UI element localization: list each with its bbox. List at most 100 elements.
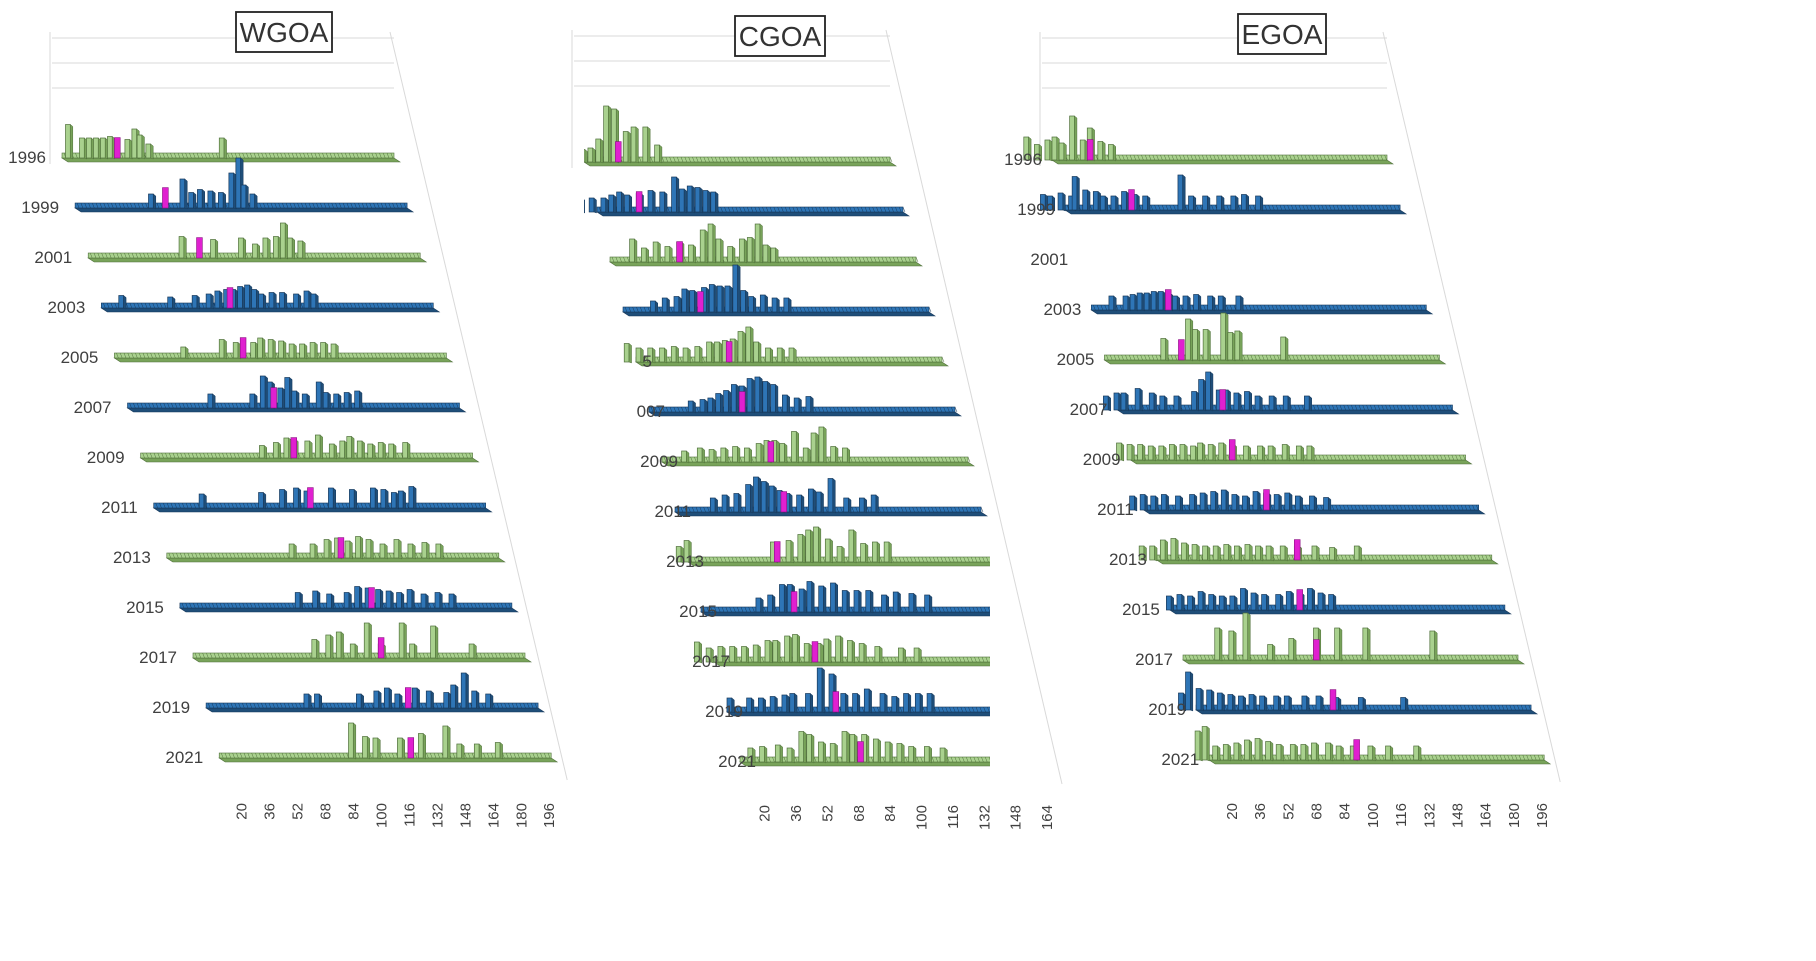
bar-2015-6 [375, 589, 381, 609]
bar-2015-7 [1240, 588, 1246, 611]
bar-2021-8 [494, 742, 501, 759]
x-tick-20: 20 [1224, 803, 1241, 820]
x-tick-164: 164 [1478, 803, 1495, 828]
bar-2013-7 [379, 543, 386, 559]
bar-1996-4 [1058, 142, 1065, 161]
bar-2011-11 [1252, 491, 1259, 511]
bar-2015-2 [779, 584, 785, 613]
bar-2003-1 [1122, 295, 1129, 311]
series-baseline-2019 [1195, 709, 1539, 715]
bar-2011-2 [1150, 495, 1156, 511]
bar-2007-11 [782, 394, 788, 413]
x-tick-84: 84 [346, 803, 363, 820]
bar-1999-7 [1100, 195, 1106, 211]
median-marker-2007 [1219, 389, 1226, 411]
bar-2015-12 [448, 593, 455, 609]
bar-2015-6 [818, 585, 824, 613]
x-tick-132: 132 [1421, 803, 1438, 828]
bar-2005-6 [1234, 330, 1241, 361]
bar-2001-6 [280, 222, 286, 259]
bar-1999-1 [179, 178, 186, 209]
series-row-2021 [218, 722, 559, 763]
year-label-2005: 2005 [1057, 350, 1095, 369]
bar-2011-1 [1139, 494, 1146, 511]
bar-2003-3 [205, 293, 212, 309]
bar-2005-5 [682, 347, 689, 363]
bar-2017-9 [468, 643, 475, 659]
x-tick-164: 164 [485, 803, 502, 828]
series-baseline-2011 [674, 511, 988, 517]
bar-2017-3 [729, 646, 735, 663]
bar-2013-9 [407, 543, 414, 559]
series-row-2009 [139, 434, 480, 463]
bar-2013-4 [344, 540, 351, 559]
bar-1996-4 [595, 138, 601, 163]
bar-2013-2 [1159, 539, 1166, 561]
bar-2009-9 [356, 440, 363, 459]
bar-2001-0 [629, 238, 635, 263]
bar-2015-10 [420, 593, 427, 609]
median-marker-2003 [697, 291, 704, 313]
bar-1996-5 [603, 105, 609, 163]
x-tick-196: 196 [541, 803, 558, 828]
bar-2007-5 [1159, 395, 1165, 411]
bar-2007-6 [1173, 395, 1180, 411]
bar-2003-7 [237, 286, 243, 309]
series-baseline-2015 [1168, 609, 1512, 615]
bar-2013-4 [797, 534, 803, 563]
bar-2019-5 [1227, 694, 1233, 711]
median-marker-2017 [377, 637, 385, 659]
bar-2003-6 [708, 284, 715, 313]
median-marker-2009 [1229, 439, 1236, 461]
bar-2001-7 [287, 237, 293, 259]
bar-2005-11 [737, 331, 744, 363]
bar-1996-10 [654, 144, 660, 163]
bar-2005-0 [1160, 338, 1166, 361]
bar-1996-9 [642, 126, 648, 163]
year-label-2021: 2021 [718, 752, 756, 771]
bar-1996-4 [100, 137, 106, 159]
bar-1999-18 [1255, 195, 1261, 211]
bar-2015-10 [1275, 594, 1281, 611]
bar-1996-0 [65, 124, 71, 159]
bar-2005-13 [753, 341, 759, 363]
bar-2007-7 [1191, 391, 1197, 411]
bar-2015-8 [1250, 592, 1257, 611]
x-tick-100: 100 [914, 805, 931, 830]
bar-1996-3 [1051, 136, 1058, 161]
bar-2013-16 [1329, 547, 1335, 561]
bar-2021-2 [372, 737, 379, 759]
bar-2015-7 [385, 590, 392, 609]
bar-1999-5 [218, 192, 224, 209]
x-tick-68: 68 [851, 805, 868, 822]
series-baseline-2015 [700, 611, 990, 617]
year-label-2013: 2013 [113, 548, 151, 567]
bar-2021-8 [841, 731, 848, 763]
bar-2009-0 [681, 450, 687, 463]
series-baseline-2021 [1208, 759, 1552, 765]
year-label-5: 5 [643, 352, 652, 371]
median-marker-2005 [725, 341, 733, 363]
bar-2011-12 [827, 478, 834, 513]
median-marker-2007 [270, 387, 277, 409]
bar-2007-1 [249, 393, 255, 409]
bar-2011-7 [1210, 491, 1216, 511]
bar-2021-15 [924, 746, 930, 763]
bar-2005-1 [218, 339, 225, 359]
bar-1996-3 [93, 137, 99, 159]
bar-2015-1 [767, 594, 773, 613]
median-marker-2017 [1313, 639, 1320, 661]
bar-2011-16 [1309, 495, 1315, 511]
bar-2003-1 [661, 297, 668, 313]
year-label-2021: 2021 [165, 748, 203, 767]
bar-2011-3 [745, 484, 751, 513]
bar-2013-3 [1170, 538, 1177, 561]
bar-2009-6 [328, 443, 335, 459]
bar-1996-3 [587, 147, 594, 163]
x-tick-132: 132 [976, 805, 993, 830]
bar-2007-2 [707, 397, 713, 413]
bar-2015-7 [830, 582, 836, 613]
x-tick-84: 84 [882, 805, 899, 822]
series-baseline-2021 [218, 757, 559, 763]
bar-2013-7 [1212, 545, 1219, 561]
